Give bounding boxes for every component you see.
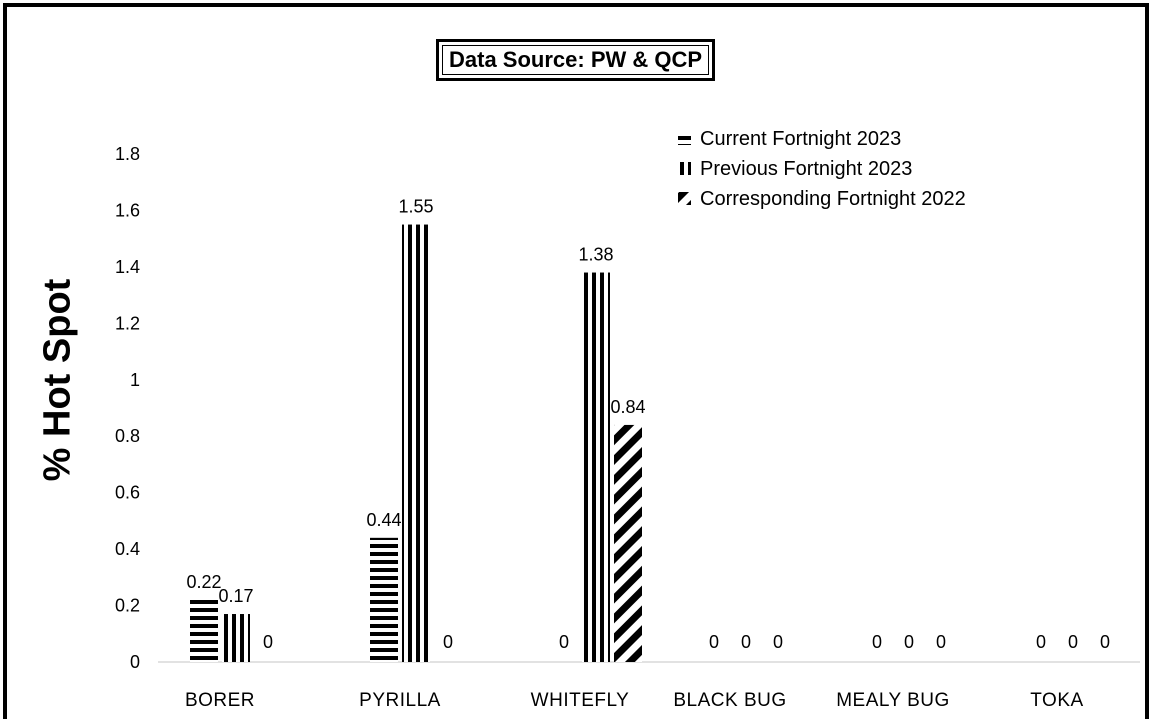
x-tick-label: BLACK BUG bbox=[673, 690, 786, 711]
data-label: 0 bbox=[1036, 632, 1046, 652]
bar bbox=[402, 224, 430, 663]
legend-swatch bbox=[678, 132, 691, 145]
data-label: 0 bbox=[936, 632, 946, 652]
bar bbox=[582, 272, 610, 662]
y-tick-label: 0 bbox=[130, 652, 140, 672]
data-label: 0 bbox=[1068, 632, 1078, 652]
legend-swatch bbox=[678, 192, 691, 205]
x-tick-label: PYRILLA bbox=[359, 690, 441, 711]
y-axis-label: % Hot Spot bbox=[36, 278, 79, 482]
legend-swatch bbox=[678, 162, 691, 175]
y-tick-label: 1.4 bbox=[115, 257, 140, 277]
y-tick-label: 0.6 bbox=[115, 483, 140, 503]
data-label: 0.84 bbox=[610, 397, 645, 417]
data-label: 0.44 bbox=[366, 510, 401, 530]
data-label: 1.55 bbox=[398, 197, 433, 217]
bar bbox=[614, 424, 642, 662]
x-tick-label: MEALY BUG bbox=[836, 690, 950, 711]
data-label: 0 bbox=[741, 632, 751, 652]
x-tick-label: BORER bbox=[185, 690, 255, 711]
data-label: 0 bbox=[559, 632, 569, 652]
y-tick-label: 1.2 bbox=[115, 313, 140, 333]
legend-label: Previous Fortnight 2023 bbox=[700, 158, 912, 180]
data-source-annotation: Data Source: PW & QCP bbox=[436, 39, 716, 81]
y-tick-label: 1.6 bbox=[115, 200, 140, 220]
data-label: 0.22 bbox=[186, 572, 221, 592]
y-tick-label: 1 bbox=[130, 370, 140, 390]
data-label: 0 bbox=[1100, 632, 1110, 652]
data-label: 0 bbox=[443, 632, 453, 652]
legend-label: Corresponding Fortnight 2022 bbox=[700, 188, 966, 210]
y-tick-label: 0.8 bbox=[115, 426, 140, 446]
x-tick-label: WHITEFLY bbox=[531, 690, 630, 711]
legend-label: Current Fortnight 2023 bbox=[700, 128, 901, 150]
x-tick-label: TOKA bbox=[1030, 690, 1083, 711]
data-label: 0 bbox=[872, 632, 882, 652]
data-label: 0 bbox=[709, 632, 719, 652]
bar bbox=[370, 537, 398, 662]
y-tick-label: 1.8 bbox=[115, 144, 140, 164]
chart-frame bbox=[3, 3, 1149, 719]
bar bbox=[190, 599, 218, 662]
data-label: 0 bbox=[263, 632, 273, 652]
bar bbox=[222, 614, 250, 662]
data-label: 0 bbox=[773, 632, 783, 652]
y-tick-label: 0.2 bbox=[115, 596, 140, 616]
y-tick-label: 0.4 bbox=[115, 539, 140, 559]
data-label: 0.17 bbox=[218, 586, 253, 606]
data-label: 1.38 bbox=[578, 245, 613, 265]
data-label: 0 bbox=[904, 632, 914, 652]
